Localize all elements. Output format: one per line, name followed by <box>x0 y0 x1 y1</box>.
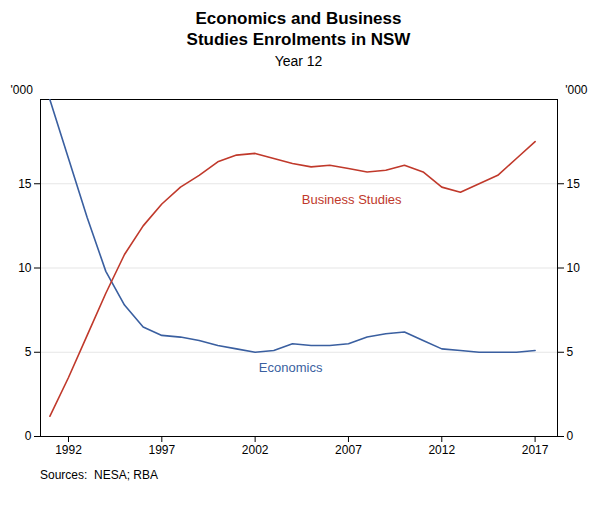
svg-text:5: 5 <box>567 345 574 359</box>
svg-text:0: 0 <box>25 429 32 443</box>
svg-text:2007: 2007 <box>335 443 362 457</box>
svg-text:15: 15 <box>18 176 32 190</box>
svg-text:Economics: Economics <box>259 360 323 375</box>
svg-text:5: 5 <box>25 345 32 359</box>
svg-text:15: 15 <box>567 176 581 190</box>
svg-text:Business Studies: Business Studies <box>302 191 402 206</box>
svg-text:1997: 1997 <box>148 443 175 457</box>
svg-text:10: 10 <box>18 260 32 274</box>
svg-text:'000: '000 <box>11 83 34 97</box>
svg-text:2002: 2002 <box>242 443 269 457</box>
svg-text:'000: '000 <box>565 83 588 97</box>
svg-text:2012: 2012 <box>428 443 455 457</box>
svg-text:2017: 2017 <box>522 443 549 457</box>
html-text:Year 12: Year 12 <box>274 52 323 69</box>
html-text:Economics and Business Studies: Economics and Business Studies Enrolment… <box>186 9 411 50</box>
svg-text:10: 10 <box>567 260 581 274</box>
svg-text:0: 0 <box>567 429 574 443</box>
svg-text:1992: 1992 <box>55 443 82 457</box>
html-text:Sources: NESA; RBA: Sources: NESA; RBA <box>40 467 158 482</box>
